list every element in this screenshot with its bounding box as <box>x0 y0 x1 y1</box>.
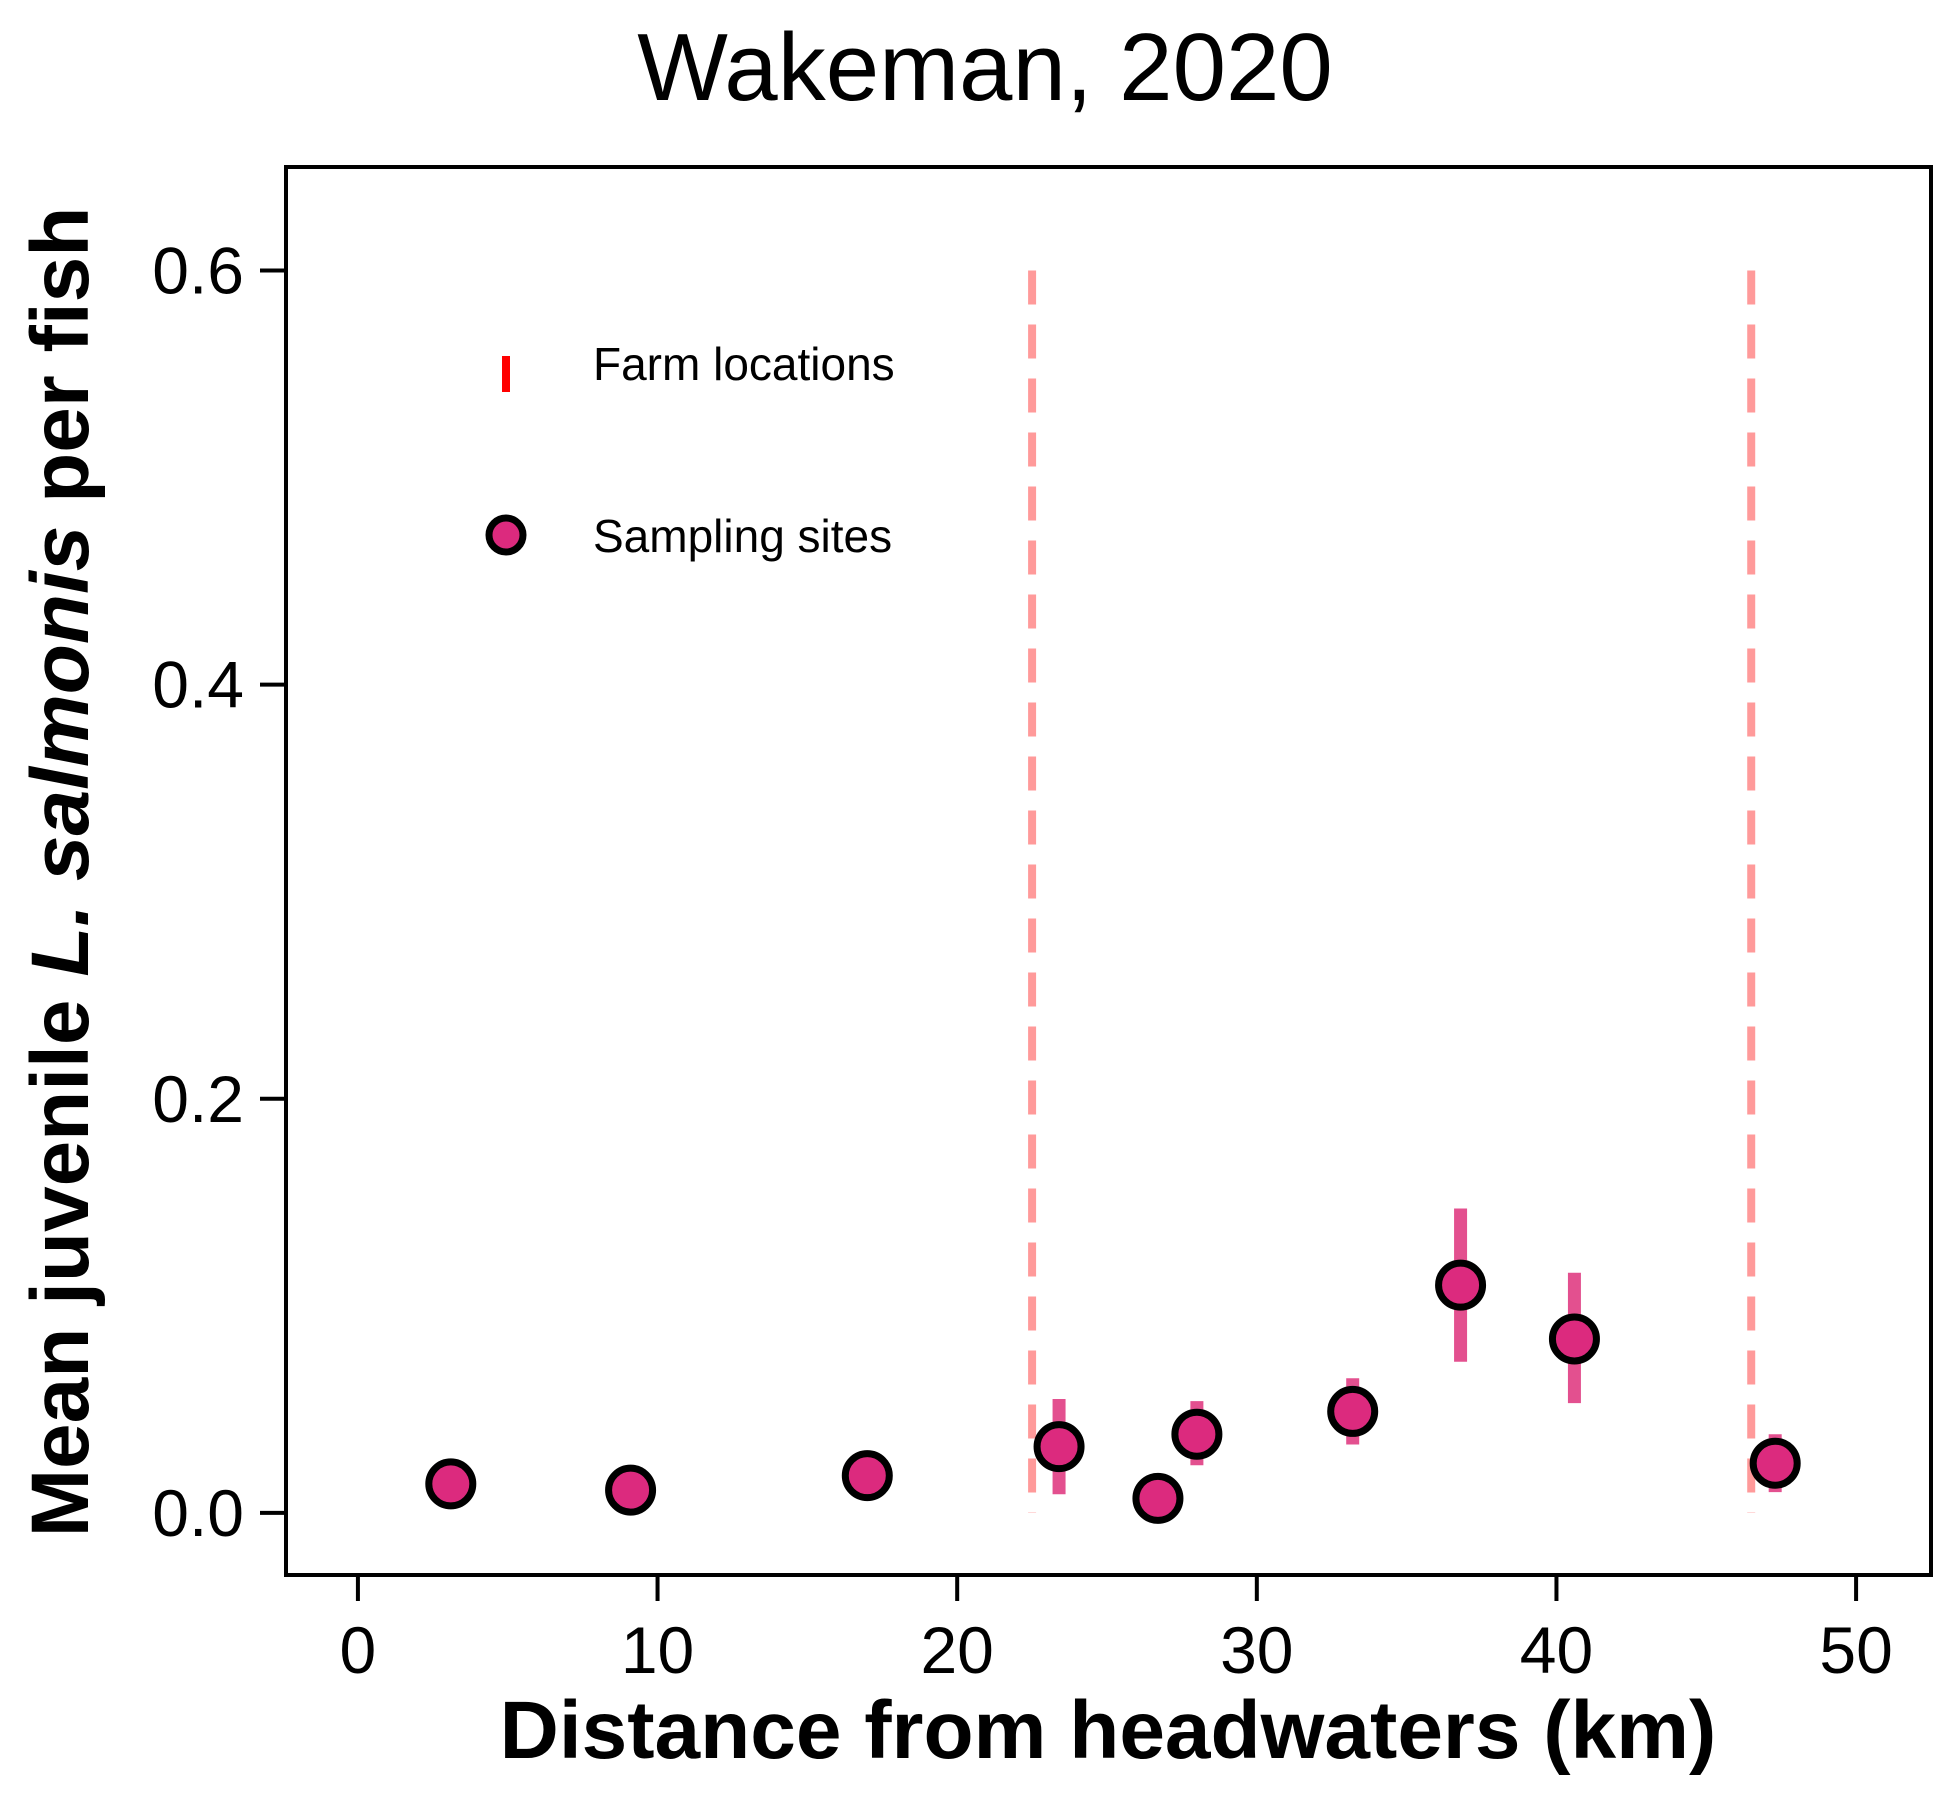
legend-farm-label: Farm locations <box>593 338 895 390</box>
sampling-site-point-8 <box>1435 1259 1487 1311</box>
y-tick-label: 0.6 <box>152 234 244 308</box>
chart-title: Wakeman, 2020 <box>637 14 1332 121</box>
y-axis-ticks: 0.0 0.2 0.4 0.6 <box>152 234 286 1550</box>
y-tick-label: 0.2 <box>152 1062 244 1136</box>
sampling-site-point-1 <box>425 1458 477 1510</box>
sampling-site-point-9 <box>1548 1313 1600 1365</box>
x-tick-label: 40 <box>1520 1613 1593 1687</box>
y-tick-label: 0.0 <box>152 1476 244 1550</box>
plot-frame <box>284 165 1933 1577</box>
legend-site-label: Sampling sites <box>593 510 892 562</box>
legend: Farm locations Sampling sites <box>485 338 895 562</box>
sampling-site-point-3 <box>841 1450 893 1502</box>
legend-site-marker <box>485 514 527 556</box>
farm-lines <box>1028 270 1756 1513</box>
x-tick-label: 50 <box>1819 1613 1892 1687</box>
sampling-site-point-6 <box>1171 1408 1223 1460</box>
error-bars <box>1052 1208 1782 1495</box>
y-axis-label-suffix: per fish <box>15 207 106 526</box>
y-axis-label-italic: L. salmonis <box>15 526 106 977</box>
sampling-site-point-5 <box>1132 1472 1184 1524</box>
x-tick-label: 0 <box>340 1613 377 1687</box>
x-tick-label: 30 <box>1220 1613 1293 1687</box>
y-axis-label: Mean juvenile L. salmonis per fish <box>15 207 106 1538</box>
x-tick-label: 20 <box>920 1613 993 1687</box>
x-tick-label: 10 <box>621 1613 694 1687</box>
x-axis-ticks: 0 10 20 30 40 50 <box>340 1575 1893 1687</box>
sampling-site-point-2 <box>605 1464 657 1516</box>
y-axis-label-prefix: Mean juvenile <box>15 977 106 1538</box>
sampling-site-point-7 <box>1327 1385 1379 1437</box>
y-tick-label: 0.4 <box>152 648 244 722</box>
x-axis-label: Distance from headwaters (km) <box>500 1685 1717 1776</box>
sampling-site-point-4 <box>1033 1421 1085 1473</box>
sampling-site-point-10 <box>1749 1437 1801 1489</box>
sampling-site-points <box>425 1259 1801 1524</box>
